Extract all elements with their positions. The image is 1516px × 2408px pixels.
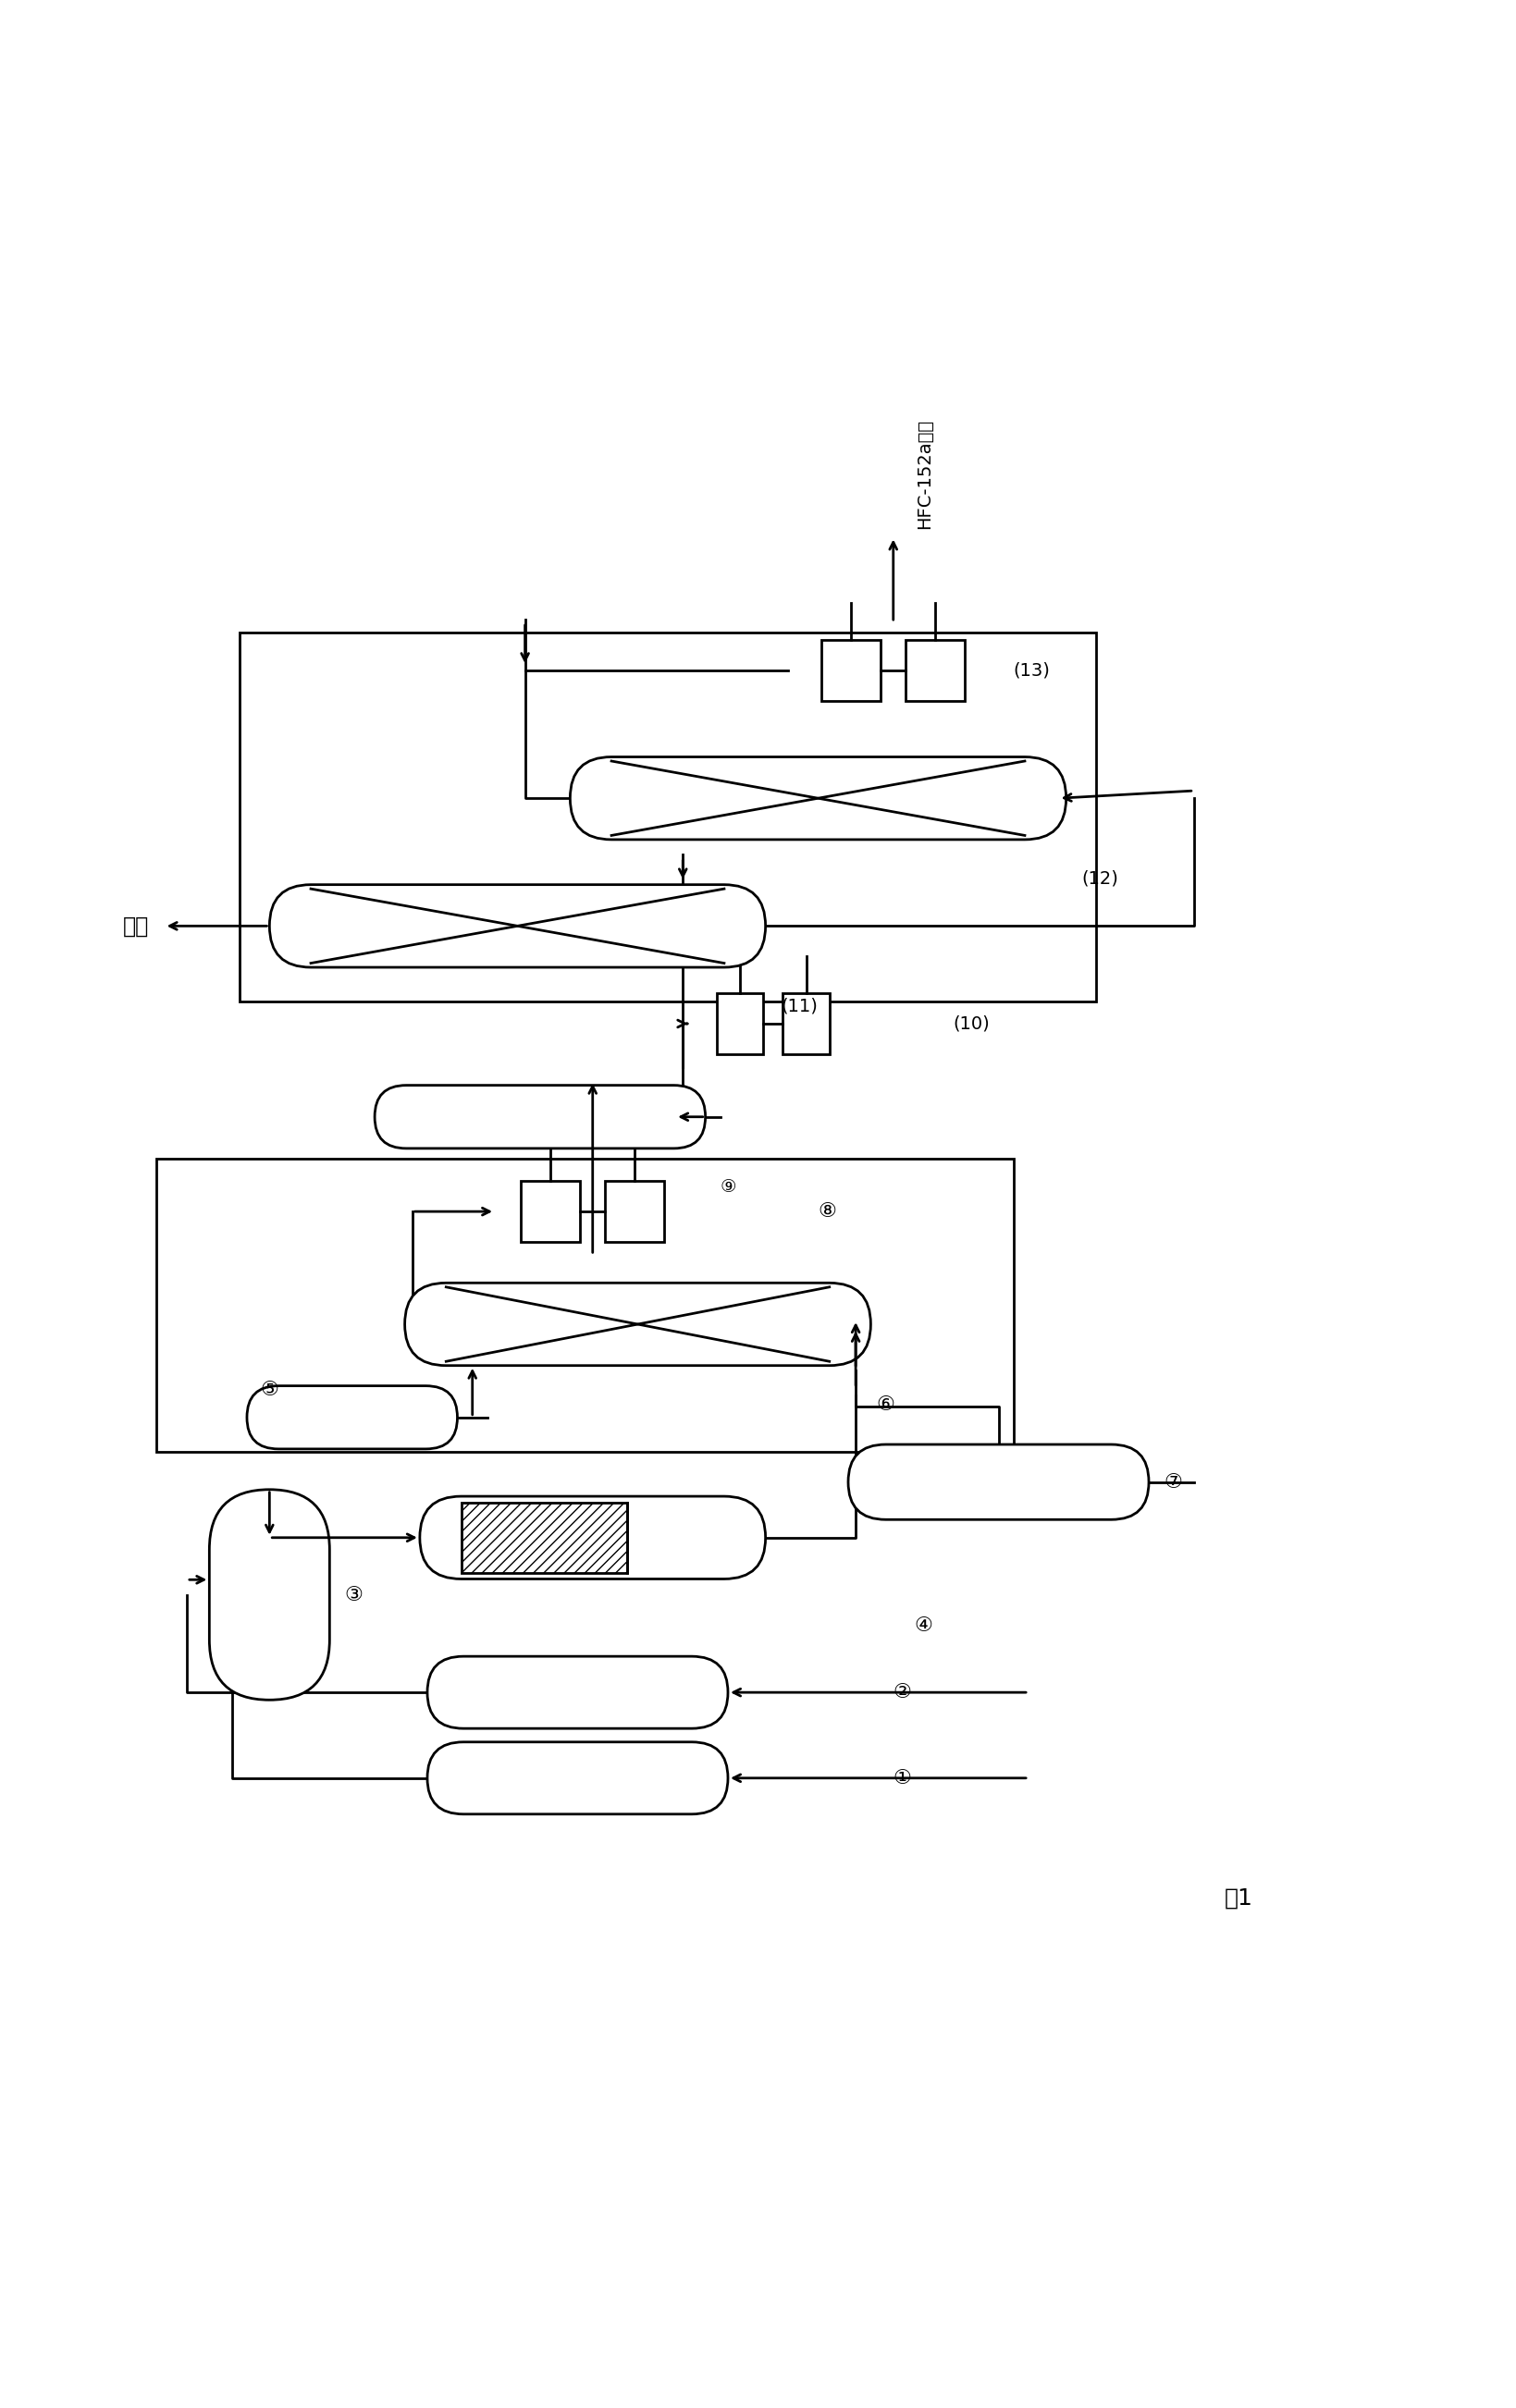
Bar	[782, 992, 829, 1055]
Text: (11): (11)	[781, 997, 817, 1014]
Bar	[822, 641, 881, 701]
Bar	[461, 1503, 628, 1572]
Bar	[522, 1180, 581, 1243]
Text: 图1: 图1	[1225, 1888, 1254, 1910]
Bar	[907, 641, 964, 701]
Text: ④: ④	[914, 1616, 932, 1635]
Text: ①: ①	[893, 1770, 911, 1787]
Bar	[156, 1158, 1014, 1452]
Text: ⑥: ⑥	[876, 1397, 894, 1413]
FancyBboxPatch shape	[570, 756, 1066, 840]
Text: ③: ③	[344, 1584, 364, 1604]
Text: ⑤: ⑤	[261, 1380, 279, 1399]
FancyBboxPatch shape	[428, 1741, 728, 1813]
Text: (13): (13)	[1014, 662, 1051, 679]
Text: ⑨: ⑨	[720, 1178, 737, 1197]
FancyBboxPatch shape	[428, 1657, 728, 1729]
Text: ⑦: ⑦	[1164, 1474, 1182, 1491]
FancyBboxPatch shape	[847, 1445, 1149, 1519]
Text: ②: ②	[893, 1683, 911, 1702]
FancyBboxPatch shape	[270, 884, 766, 968]
Bar	[240, 633, 1096, 1002]
Bar	[717, 992, 763, 1055]
FancyBboxPatch shape	[247, 1387, 458, 1450]
Text: (10): (10)	[954, 1014, 990, 1033]
FancyBboxPatch shape	[405, 1283, 870, 1365]
Text: ⑧: ⑧	[819, 1202, 837, 1221]
FancyBboxPatch shape	[209, 1491, 329, 1700]
Bar	[605, 1180, 664, 1243]
FancyBboxPatch shape	[374, 1086, 705, 1149]
Text: 低沸: 低沸	[123, 915, 149, 937]
FancyBboxPatch shape	[420, 1495, 766, 1580]
Text: HFC-152a产品: HFC-152a产品	[916, 419, 934, 530]
Text: (12): (12)	[1081, 869, 1119, 886]
